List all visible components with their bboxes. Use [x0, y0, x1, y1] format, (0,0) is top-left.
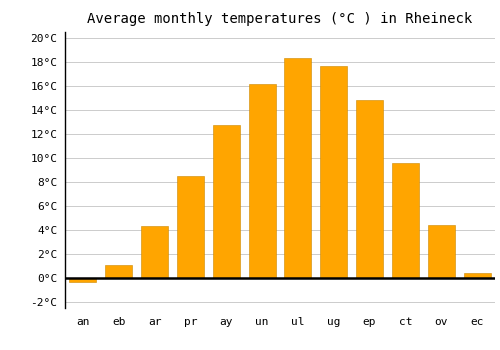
- Bar: [177, 176, 204, 278]
- Bar: [428, 225, 454, 278]
- Bar: [70, 278, 96, 281]
- Bar: [392, 162, 419, 278]
- Bar: [464, 273, 490, 278]
- Bar: [141, 226, 168, 278]
- Bar: [106, 265, 132, 278]
- Bar: [248, 84, 276, 278]
- Bar: [356, 100, 383, 278]
- Title: Average monthly temperatures (°C ) in Rheineck: Average monthly temperatures (°C ) in Rh…: [88, 12, 472, 26]
- Bar: [213, 125, 240, 278]
- Bar: [284, 58, 312, 278]
- Bar: [320, 66, 347, 278]
